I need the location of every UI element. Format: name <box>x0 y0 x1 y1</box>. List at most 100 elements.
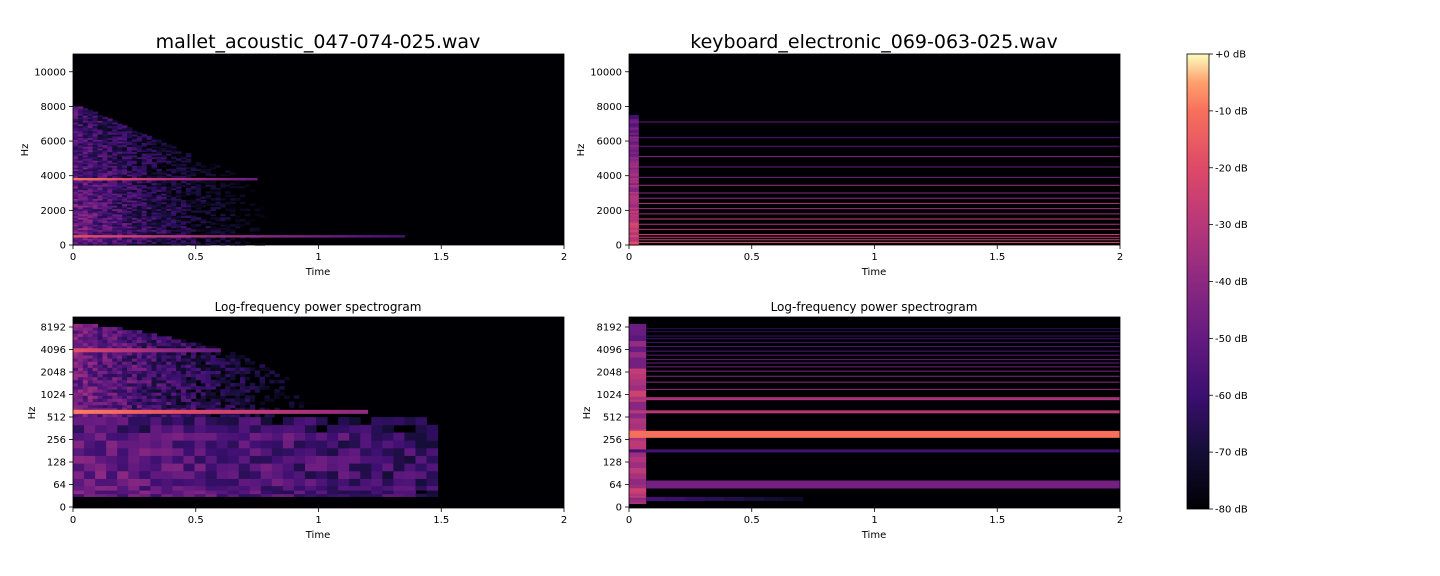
x-axis-label: Time <box>305 267 330 278</box>
spectrogram-cell <box>171 370 177 375</box>
y-tick-label: 0 <box>60 241 66 252</box>
onset-burst-cell <box>629 115 639 118</box>
spectrogram-cell <box>238 463 251 472</box>
spectrogram-cell <box>282 470 295 479</box>
harmonic-band <box>176 348 182 353</box>
spectrogram-cell <box>146 198 153 201</box>
spectrogram-cell <box>426 493 439 497</box>
spectrogram-cell <box>92 130 99 133</box>
spectrogram-cell <box>77 130 84 133</box>
spectrogram-cell <box>73 217 79 220</box>
spectrogram-cell <box>210 231 216 234</box>
spectrogram-cell <box>190 358 197 362</box>
spectrogram-cell <box>249 463 262 472</box>
spectrogram-cell <box>73 395 79 399</box>
spectrogram-cell <box>127 147 133 151</box>
spectrogram-cell <box>205 180 211 184</box>
spectrogram-cell <box>97 389 103 393</box>
spectrogram-cell <box>117 232 123 236</box>
harmonic-band <box>357 409 369 414</box>
spectrogram-cell <box>128 470 140 479</box>
spectrogram-cell <box>171 358 177 362</box>
spectrogram-cell <box>141 364 148 368</box>
spectrogram-cell <box>338 455 350 464</box>
spectrogram-cell <box>117 132 123 135</box>
spectrogram-cell <box>102 153 108 156</box>
spectrogram-cell <box>77 180 84 184</box>
spectrogram-cell <box>259 367 265 371</box>
spectrogram-cell <box>117 392 123 396</box>
spectrogram-cell <box>146 351 153 356</box>
spectrogram-cell <box>136 351 143 356</box>
spectrogram-cell <box>146 373 153 378</box>
spectrogram-cell <box>190 370 197 375</box>
spectrogram-cell <box>102 336 108 340</box>
spectrogram-cell <box>215 376 221 381</box>
spectrogram-cell <box>205 478 218 487</box>
spectrogram-cell <box>102 167 108 170</box>
spectrogram-cell <box>190 376 197 381</box>
spectrogram-cell <box>122 205 128 208</box>
spectrogram-cell <box>195 203 202 206</box>
spectrogram-cell <box>176 401 182 406</box>
x-axis-label: Time <box>861 267 886 278</box>
onset-burst-cell <box>629 445 647 452</box>
spectrogram-cell <box>131 186 138 189</box>
spectrogram-cell <box>112 219 118 222</box>
spectrogram-cell <box>107 165 113 168</box>
spectrogram-cell <box>282 485 295 491</box>
spectrogram-cell <box>215 222 221 225</box>
spectrogram-cell <box>128 485 140 491</box>
spectrogram-cell <box>161 336 167 340</box>
spectrogram-cell <box>136 330 143 334</box>
harmonic-band <box>354 235 364 238</box>
harmonic-band <box>105 177 111 181</box>
spectrogram-cell <box>122 135 128 139</box>
spectrogram-cell <box>151 232 157 236</box>
spectrogram-cell <box>117 389 123 393</box>
spectrogram-cell <box>249 189 256 192</box>
spectrogram-cell <box>131 210 138 213</box>
spectrogram-cell <box>141 224 148 227</box>
spectrogram-cell <box>190 172 197 175</box>
spectrogram-cell <box>156 389 162 393</box>
spectrogram-cell <box>87 413 94 418</box>
spectrogram-cell <box>77 243 84 246</box>
spectrogram-cell <box>102 382 108 387</box>
spectrogram-cell <box>117 358 123 362</box>
spectrogram-cell <box>102 224 108 227</box>
spectrogram-cell <box>82 167 89 170</box>
spectrogram-cell <box>161 184 167 187</box>
spectrogram-cell <box>156 376 162 381</box>
harmonic-band <box>347 409 359 414</box>
spectrogram-cell <box>97 135 103 139</box>
spectrogram-cell <box>156 373 162 378</box>
spectrogram-cell <box>107 132 113 135</box>
spectrogram-cell <box>220 213 226 217</box>
spectrogram-cell <box>82 358 89 362</box>
spectrogram-cell <box>92 330 99 334</box>
spectrogram-cell <box>77 139 84 142</box>
spectrogram-cell <box>131 379 138 384</box>
spectrogram-cell <box>304 470 317 479</box>
spectrogram-cell <box>136 404 143 409</box>
spectrogram-cell <box>106 490 118 495</box>
spectrogram-cell <box>77 339 84 344</box>
spectrogram-cell <box>87 401 94 406</box>
spectrogram-cell <box>131 151 138 154</box>
spectrogram-cell <box>107 194 113 198</box>
spectrogram-cell <box>77 327 84 331</box>
spectrogram-cell <box>87 130 94 133</box>
spectrogram-cell <box>122 358 128 362</box>
spectrogram-cell <box>73 142 79 146</box>
spectrogram-cell <box>127 232 133 236</box>
spectrogram-cell <box>92 173 99 177</box>
spectrogram-cell <box>127 170 133 173</box>
spectrogram-cell <box>92 201 99 205</box>
spectrogram-cell <box>102 395 108 399</box>
spectrogram-cell <box>87 201 94 205</box>
spectrogram-cell <box>127 227 133 231</box>
spectrogram-cell <box>304 493 317 497</box>
spectrogram-cell <box>84 440 96 449</box>
